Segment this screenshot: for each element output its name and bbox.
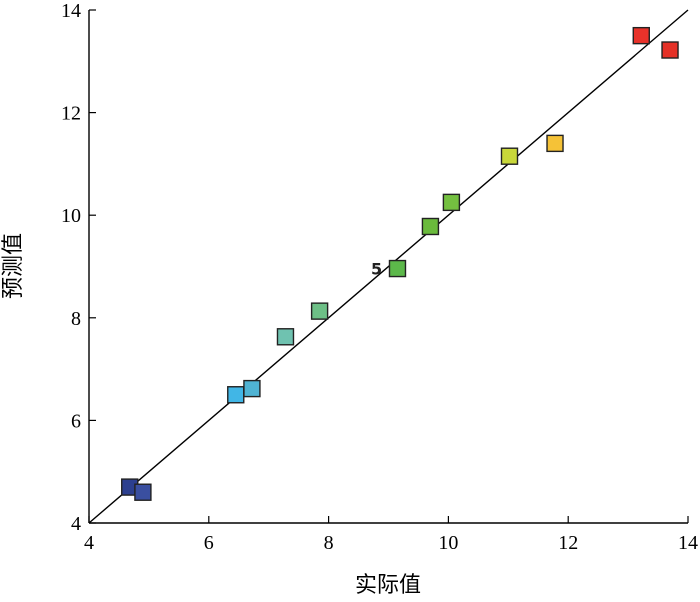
data-point bbox=[546, 134, 564, 153]
x-tick-label: 4 bbox=[84, 532, 94, 554]
data-point bbox=[661, 41, 679, 59]
x-tick-label: 14 bbox=[678, 532, 698, 554]
data-point bbox=[134, 483, 152, 501]
x-tick-label: 8 bbox=[324, 532, 334, 554]
y-tick-label: 10 bbox=[61, 205, 81, 227]
data-point bbox=[500, 147, 519, 165]
data-point bbox=[388, 259, 407, 278]
y-axis-label: 预测值 bbox=[1, 233, 26, 299]
x-axis-label: 实际值 bbox=[355, 573, 421, 598]
y-tick-label: 12 bbox=[61, 103, 81, 125]
data-point bbox=[421, 217, 440, 236]
y-tick-label: 4 bbox=[71, 513, 81, 535]
y-tick-label: 6 bbox=[71, 410, 81, 432]
data-point bbox=[442, 193, 461, 212]
data-point bbox=[227, 386, 245, 404]
x-tick-label: 10 bbox=[438, 532, 458, 554]
axes: 4 6 8 10 12 14 4 6 8 10 12 14 bbox=[61, 0, 698, 554]
y-tick-label: 14 bbox=[61, 0, 81, 22]
data-point bbox=[276, 328, 295, 346]
data-point bbox=[243, 379, 261, 398]
reference-line bbox=[88, 9, 689, 524]
y-tick-label: 8 bbox=[71, 308, 81, 330]
x-tick-label: 6 bbox=[204, 532, 214, 554]
annotations: 5 bbox=[371, 260, 382, 279]
x-tick-label: 12 bbox=[558, 532, 578, 554]
data-points bbox=[121, 26, 679, 501]
data-point bbox=[310, 302, 329, 320]
point-annotation: 5 bbox=[371, 260, 382, 279]
data-point bbox=[632, 26, 650, 45]
